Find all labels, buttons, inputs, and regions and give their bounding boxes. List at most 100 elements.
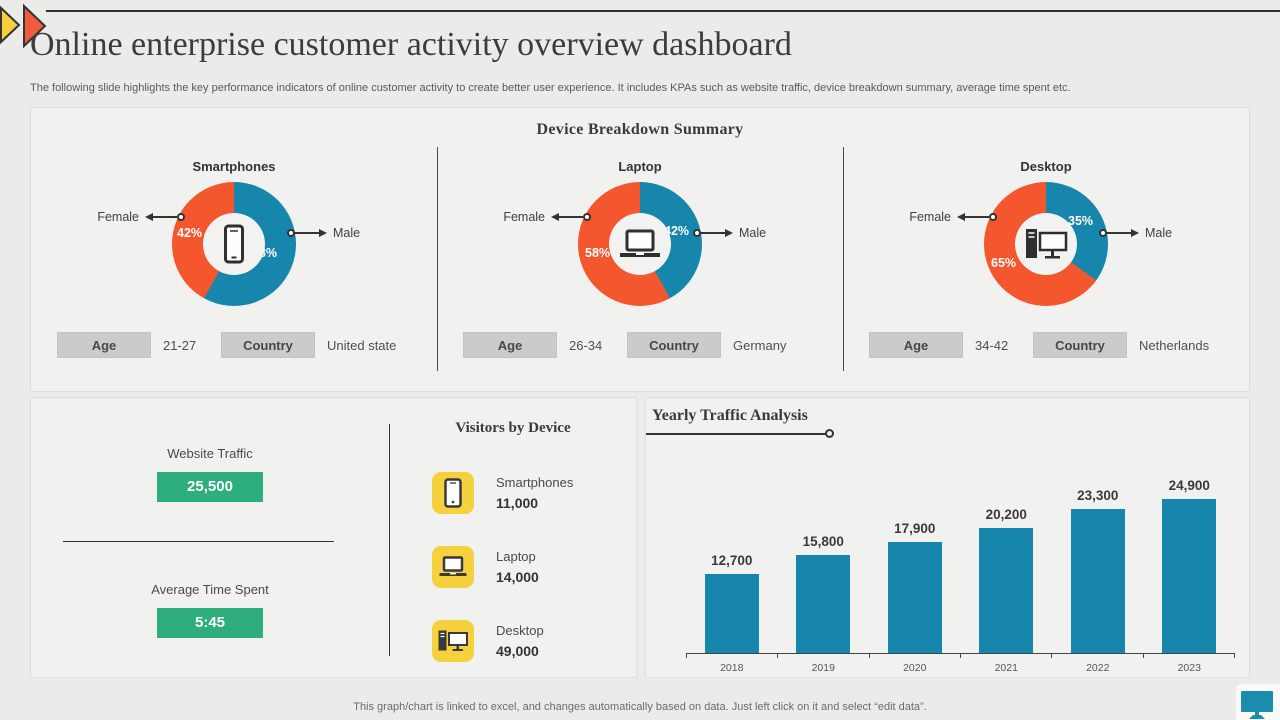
top-divider xyxy=(46,10,1280,12)
donut-center xyxy=(609,213,671,275)
bar[interactable] xyxy=(796,555,851,653)
male-label: Male xyxy=(333,226,361,240)
male-callout: Male xyxy=(693,226,766,240)
age-value: 34-42 xyxy=(975,337,1009,353)
arrow-right-icon xyxy=(319,229,327,237)
marker-dot-icon xyxy=(989,213,997,221)
donut-ring[interactable]: 42% 58% xyxy=(172,182,296,306)
visitor-label: Smartphones xyxy=(496,475,574,490)
x-tick-label: 2020 xyxy=(903,662,927,674)
bar[interactable] xyxy=(979,528,1034,653)
visitor-item-desktop: Desktop 49,000 xyxy=(432,620,544,662)
smartphones-donut-chart[interactable]: 42% 58% Female xyxy=(31,182,437,314)
marker-dot-icon xyxy=(177,213,185,221)
bar-value-label: 23,300 xyxy=(1077,488,1119,503)
website-traffic-value: 25,500 xyxy=(157,472,263,502)
x-tick-label: 2019 xyxy=(811,662,835,674)
arrow-line xyxy=(701,232,725,234)
bar[interactable] xyxy=(704,574,759,653)
bar[interactable] xyxy=(1070,509,1125,653)
marker-dot-icon xyxy=(583,213,591,221)
avg-time-label: Average Time Spent xyxy=(151,582,269,597)
bar-group[interactable]: 20,200 xyxy=(961,507,1053,653)
arrow-right-icon xyxy=(725,229,733,237)
marker-dot-icon xyxy=(693,229,701,237)
female-label: Female xyxy=(97,210,139,224)
desktop-icon xyxy=(438,630,468,651)
axis-tick xyxy=(961,654,1053,658)
yearly-traffic-bar-chart[interactable]: 12,700 15,800 17,900 20,200 23,300 24,900 201… xyxy=(686,456,1235,674)
visitor-item-smartphones: Smartphones 11,000 xyxy=(432,472,573,514)
device-meta-row: Age 34-42 Country Netherlands xyxy=(843,332,1249,358)
axis-tick xyxy=(686,654,779,658)
kpi-visitors-panel: Website Traffic 25,500 Average Time Spen… xyxy=(30,397,637,678)
female-callout: Female xyxy=(503,210,591,224)
bar-group[interactable]: 12,700 xyxy=(686,553,778,653)
bar-value-label: 12,700 xyxy=(711,553,753,568)
age-button: Age xyxy=(463,332,557,358)
arrow-left-icon xyxy=(551,213,559,221)
device-name: Laptop xyxy=(618,159,662,174)
device-breakdown-title: Device Breakdown Summary xyxy=(536,121,744,138)
arrow-left-icon xyxy=(145,213,153,221)
website-traffic-label: Website Traffic xyxy=(167,446,253,461)
desktop-donut-chart[interactable]: 65% 35% xyxy=(843,182,1249,314)
female-pct-label: 58% xyxy=(585,246,611,260)
arrow-line xyxy=(1107,232,1131,234)
smartphone-tile xyxy=(432,472,474,514)
age-value: 21-27 xyxy=(163,337,197,353)
laptop-icon xyxy=(439,556,467,576)
arrow-left-icon xyxy=(957,213,965,221)
device-column-desktop: Desktop 65% 35% xyxy=(843,145,1249,371)
bars-area[interactable]: 12,700 15,800 17,900 20,200 23,300 24,900 xyxy=(686,456,1235,653)
arrow-right-icon xyxy=(1131,229,1139,237)
male-label: Male xyxy=(739,226,767,240)
female-callout: Female xyxy=(909,210,997,224)
kpi-divider xyxy=(63,541,334,542)
bar-group[interactable]: 15,800 xyxy=(778,534,870,653)
visitor-value: 11,000 xyxy=(496,495,539,511)
footer-note: This graph/chart is linked to excel, and… xyxy=(353,701,927,713)
country-button: Country xyxy=(1033,332,1127,358)
arrow-line xyxy=(153,216,177,218)
x-axis-labels: 2018 2019 2020 2021 2022 2023 xyxy=(686,658,1235,674)
laptop-tile xyxy=(432,546,474,588)
country-value: Germany xyxy=(733,337,787,353)
device-breakdown-panel: Device Breakdown Summary Smartphones 42%… xyxy=(30,107,1250,392)
desktop-icon xyxy=(1026,229,1068,259)
x-tick-label: 2018 xyxy=(720,662,744,674)
donut-ring[interactable]: 65% 35% xyxy=(984,182,1108,306)
visitor-label: Laptop xyxy=(496,549,536,564)
laptop-donut-chart[interactable]: 58% 42% Female xyxy=(437,182,843,314)
axis-tick xyxy=(778,654,870,658)
bar[interactable] xyxy=(1162,499,1217,653)
visitors-title: Visitors by Device xyxy=(455,420,571,436)
country-value: United state xyxy=(327,337,397,353)
female-callout: Female xyxy=(97,210,185,224)
marker-dot-icon xyxy=(1099,229,1107,237)
title-rule xyxy=(646,433,826,435)
monitor-icon xyxy=(1241,691,1273,719)
visitor-text: Smartphones 11,000 xyxy=(496,472,573,511)
x-tick-label: 2023 xyxy=(1177,662,1201,674)
bar-value-label: 17,900 xyxy=(894,521,936,536)
donut-ring[interactable]: 58% 42% xyxy=(578,182,702,306)
female-label: Female xyxy=(503,210,545,224)
device-column-laptop: Laptop 58% 42% xyxy=(437,145,843,371)
visitor-text: Laptop 14,000 xyxy=(496,546,539,585)
visitors-by-device-section: Visitors by Device Smartphones 11,000 xyxy=(390,398,636,677)
male-pct-label: 42% xyxy=(664,224,690,238)
bar-group[interactable]: 17,900 xyxy=(869,521,961,653)
smartphone-icon xyxy=(444,478,462,508)
device-columns: Smartphones 42% 58% xyxy=(31,145,1249,371)
bar[interactable] xyxy=(887,542,942,653)
bar-value-label: 15,800 xyxy=(802,534,844,549)
vertical-divider xyxy=(389,424,390,656)
female-pct-label: 65% xyxy=(991,256,1017,270)
bar-group[interactable]: 23,300 xyxy=(1052,488,1144,653)
bar-group[interactable]: 24,900 xyxy=(1144,478,1236,653)
donut-center xyxy=(203,213,265,275)
male-pct-label: 35% xyxy=(1068,214,1094,228)
age-value: 26-34 xyxy=(569,337,603,353)
